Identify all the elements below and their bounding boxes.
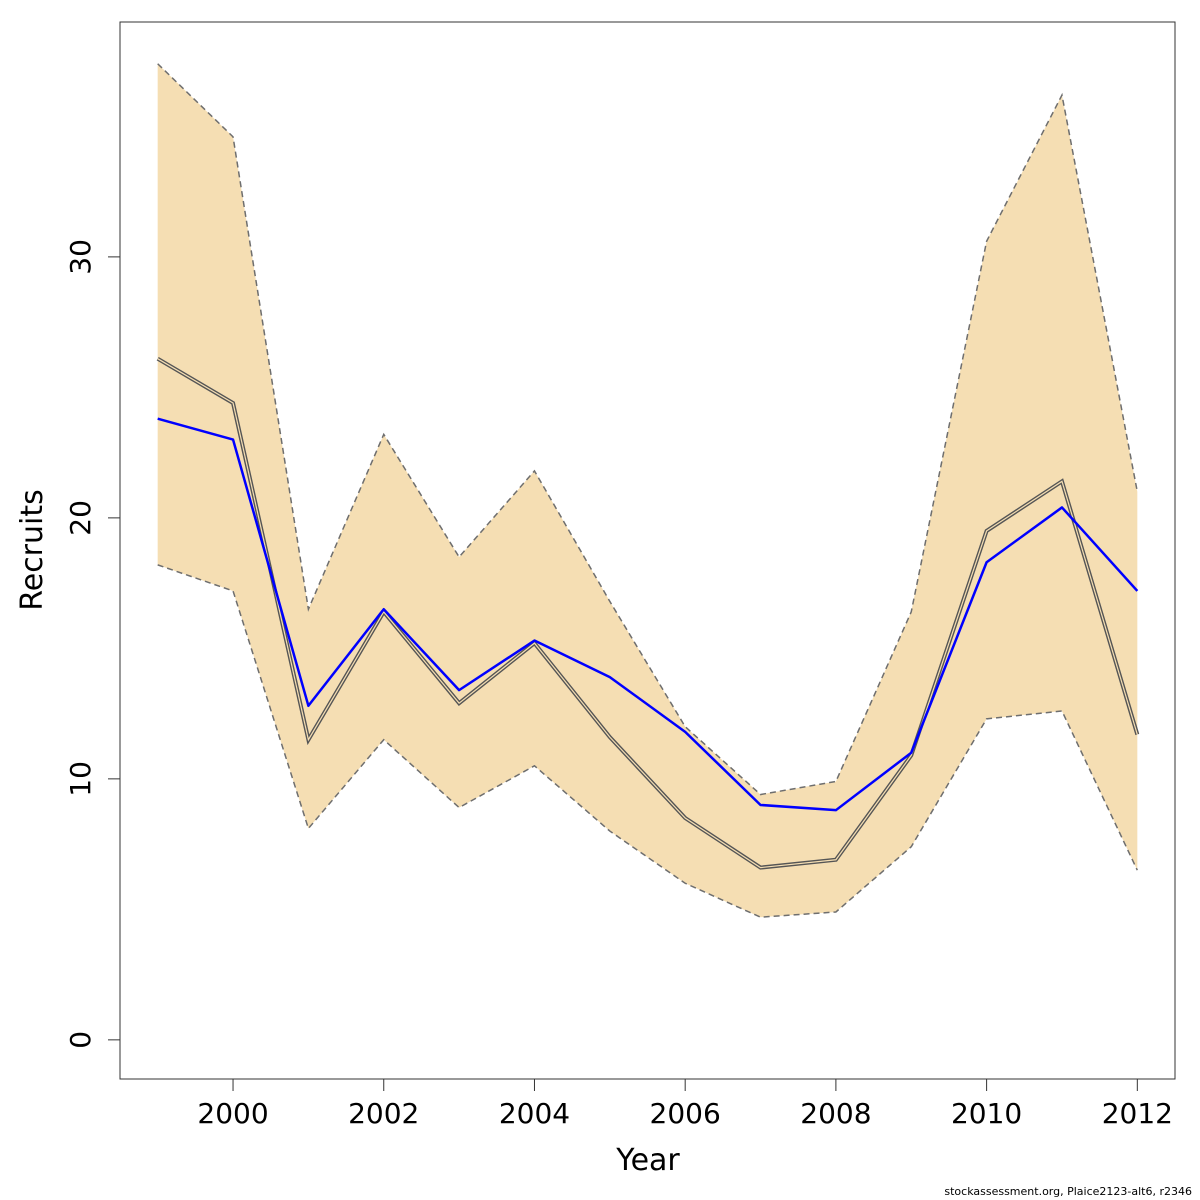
y-tick-label: 30 bbox=[64, 239, 97, 275]
x-tick-label: 2012 bbox=[1102, 1097, 1173, 1130]
x-tick-label: 2000 bbox=[197, 1097, 268, 1130]
x-tick-label: 2010 bbox=[951, 1097, 1022, 1130]
x-axis-title: Year bbox=[615, 1143, 680, 1178]
y-tick-label: 0 bbox=[64, 1031, 97, 1049]
estimate-line-inner bbox=[157, 358, 1138, 869]
confidence-band-lower bbox=[157, 564, 1138, 918]
y-axis-title: Recruits bbox=[15, 489, 50, 611]
x-tick-label: 2002 bbox=[348, 1097, 419, 1130]
y-tick-label: 20 bbox=[64, 500, 97, 536]
y-tick-label: 10 bbox=[64, 761, 97, 797]
series-layer bbox=[156, 356, 1140, 870]
x-tick-label: 2006 bbox=[650, 1097, 721, 1130]
confidence-band-upper bbox=[157, 63, 1139, 796]
x-axis: 2000 2002 2004 2006 2008 2010 2012 bbox=[197, 1079, 1173, 1130]
footer-credit: stockassessment.org, Plaice2123-alt6, r2… bbox=[944, 1185, 1192, 1198]
x-tick-label: 2004 bbox=[499, 1097, 570, 1130]
plot-frame bbox=[119, 21, 1176, 1080]
confidence-band-fill bbox=[157, 63, 1138, 918]
x-tick-label: 2008 bbox=[800, 1097, 871, 1130]
confidence-band-layer bbox=[157, 63, 1139, 918]
series-line-1 bbox=[157, 417, 1139, 812]
y-axis: 0 10 20 30 bbox=[64, 239, 120, 1049]
